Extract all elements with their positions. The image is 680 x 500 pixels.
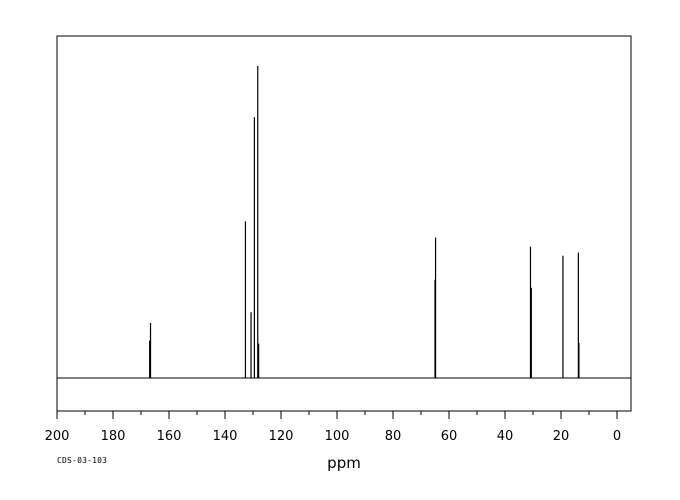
- spectrum-peaks: [149, 66, 580, 378]
- x-tick-label: 40: [497, 429, 514, 444]
- x-axis-label: ppm: [327, 454, 361, 472]
- x-tick-label: 200: [45, 429, 70, 444]
- x-tick-label: 0: [613, 429, 621, 444]
- x-tick-label: 20: [553, 429, 570, 444]
- x-tick-label: 180: [101, 429, 126, 444]
- x-tick-label: 60: [441, 429, 458, 444]
- x-tick-label: 120: [269, 429, 294, 444]
- spectrum-id-footnote: CDS-03-103: [57, 456, 108, 465]
- plot-frame: [56, 35, 632, 412]
- x-axis-ticks: [56, 411, 618, 419]
- x-tick-label: 80: [385, 429, 402, 444]
- x-axis-tick-labels: 200 180 160 140 120 100 80 60 40 20 0: [45, 429, 622, 444]
- x-tick-label: 140: [213, 429, 238, 444]
- x-tick-label: 160: [157, 429, 182, 444]
- x-tick-label: 100: [325, 429, 350, 444]
